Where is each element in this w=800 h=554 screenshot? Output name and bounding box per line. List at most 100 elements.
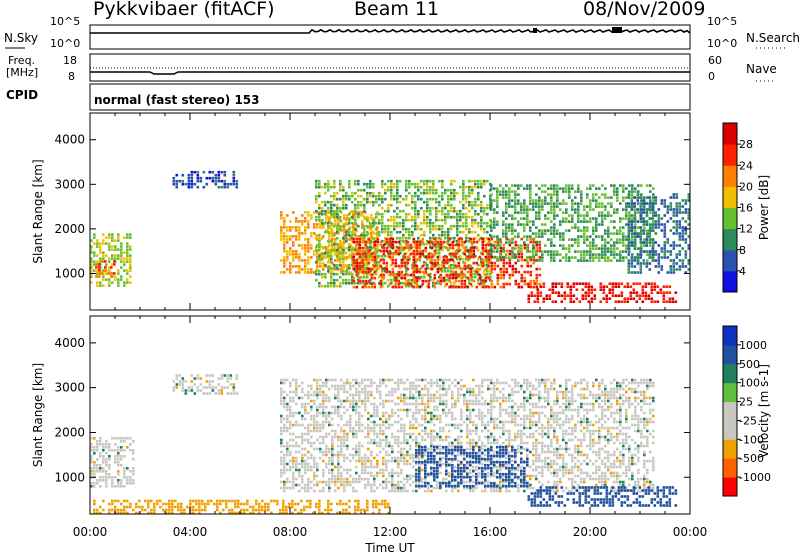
power-data-cell — [345, 251, 348, 255]
power-data-cell — [657, 208, 661, 211]
power-data-cell — [108, 269, 111, 272]
velocity-data-cell — [355, 432, 358, 436]
nave-tick-bottom: 0 — [708, 70, 715, 83]
power-data-cell — [399, 251, 402, 255]
velocity-data-cell — [322, 414, 325, 418]
power-data-cell — [313, 250, 316, 253]
velocity-data-cell — [418, 393, 421, 397]
velocity-data-cell — [331, 474, 334, 478]
power-data-cell — [550, 259, 553, 262]
power-data-cell — [499, 244, 502, 247]
nsky-label: N.Sky — [4, 31, 39, 45]
power-data-cell — [229, 182, 233, 186]
velocity-data-cell — [397, 384, 400, 388]
power-data-cell — [360, 236, 363, 240]
power-data-cell — [378, 197, 381, 201]
velocity-data-cell — [310, 414, 313, 418]
nsky-panel-frame — [89, 24, 691, 50]
power-data-cell — [354, 203, 357, 207]
power-data-cell — [471, 254, 474, 258]
power-data-cell — [556, 253, 559, 256]
power-data-cell — [532, 258, 536, 262]
velocity-data-cell — [364, 390, 367, 394]
power-data-cell — [96, 245, 99, 248]
velocity-data-cell — [397, 489, 400, 493]
power-data-cell — [411, 230, 414, 234]
power-data-cell — [333, 197, 336, 201]
power-data-cell — [387, 179, 390, 183]
power-data-cell — [684, 265, 688, 268]
power-data-cell — [480, 209, 483, 213]
velocity-data-cell — [403, 453, 406, 457]
power-data-cell — [523, 223, 526, 226]
power-data-cell — [471, 215, 474, 219]
power-data-cell — [493, 187, 496, 190]
velocity-data-cell — [376, 462, 379, 466]
velocity-data-cell — [283, 396, 286, 400]
power-data-cell — [581, 288, 585, 291]
power-data-cell — [586, 193, 589, 196]
power-data-cell — [384, 281, 387, 285]
power-data-cell — [526, 250, 529, 253]
power-data-cell — [400, 264, 404, 268]
velocity-data-cell — [310, 423, 313, 427]
power-data-cell — [471, 275, 474, 279]
velocity-data-cell — [334, 465, 337, 469]
power-data-cell — [351, 254, 354, 258]
power-data-cell — [471, 266, 474, 270]
power-data-cell — [120, 278, 123, 281]
power-data-cell — [310, 217, 313, 220]
power-data-cell — [435, 248, 438, 252]
power-data-cell — [589, 259, 592, 262]
power-data-cell — [429, 251, 432, 255]
power-data-cell — [535, 184, 538, 187]
power-data-cell — [493, 246, 497, 250]
velocity-data-cell — [388, 474, 391, 478]
power-data-cell — [654, 196, 658, 199]
power-data-cell — [480, 251, 483, 255]
velocity-data-cell — [418, 396, 421, 400]
velocity-data-cell — [349, 453, 352, 457]
power-data-cell — [373, 261, 377, 265]
power-data-cell — [639, 271, 643, 274]
power-data-cell — [627, 226, 631, 229]
power-data-cell — [490, 253, 493, 256]
power-data-cell — [123, 236, 126, 239]
power-data-cell — [369, 182, 372, 186]
velocity-data-cell — [286, 450, 289, 454]
power-data-cell — [372, 245, 375, 249]
power-data-cell — [327, 206, 330, 210]
power-data-cell — [517, 232, 520, 235]
power-data-cell — [333, 233, 336, 237]
power-data-cell — [541, 229, 544, 232]
power-data-cell — [417, 215, 420, 219]
power-data-cell — [675, 202, 679, 205]
power-data-cell — [90, 281, 93, 284]
power-data-cell — [411, 284, 414, 288]
velocity-data-cell — [349, 474, 352, 478]
power-data-cell — [381, 278, 384, 282]
power-data-cell — [598, 187, 601, 190]
power-data-cell — [423, 218, 426, 222]
power-data-cell — [396, 194, 399, 198]
power-data-cell — [414, 239, 417, 243]
velocity-data-cell — [232, 383, 236, 386]
velocity-data-cell — [229, 383, 233, 386]
power-data-cell — [453, 263, 456, 267]
power-data-cell — [403, 273, 407, 277]
power-data-cell — [304, 238, 307, 241]
power-data-cell — [526, 187, 529, 190]
power-data-cell — [90, 257, 93, 260]
power-colorbar-label: 16 — [739, 202, 753, 215]
velocity-data-cell — [340, 378, 343, 382]
power-data-cell — [298, 220, 301, 223]
power-data-cell — [357, 263, 360, 267]
power-data-cell — [295, 253, 298, 256]
power-data-cell — [684, 241, 688, 244]
velocity-data-cell — [325, 444, 328, 448]
velocity-data-cell — [340, 435, 343, 439]
power-data-cell — [319, 265, 322, 268]
power-data-cell — [520, 258, 524, 262]
velocity-data-cell — [175, 383, 179, 386]
power-data-cell — [532, 208, 535, 211]
